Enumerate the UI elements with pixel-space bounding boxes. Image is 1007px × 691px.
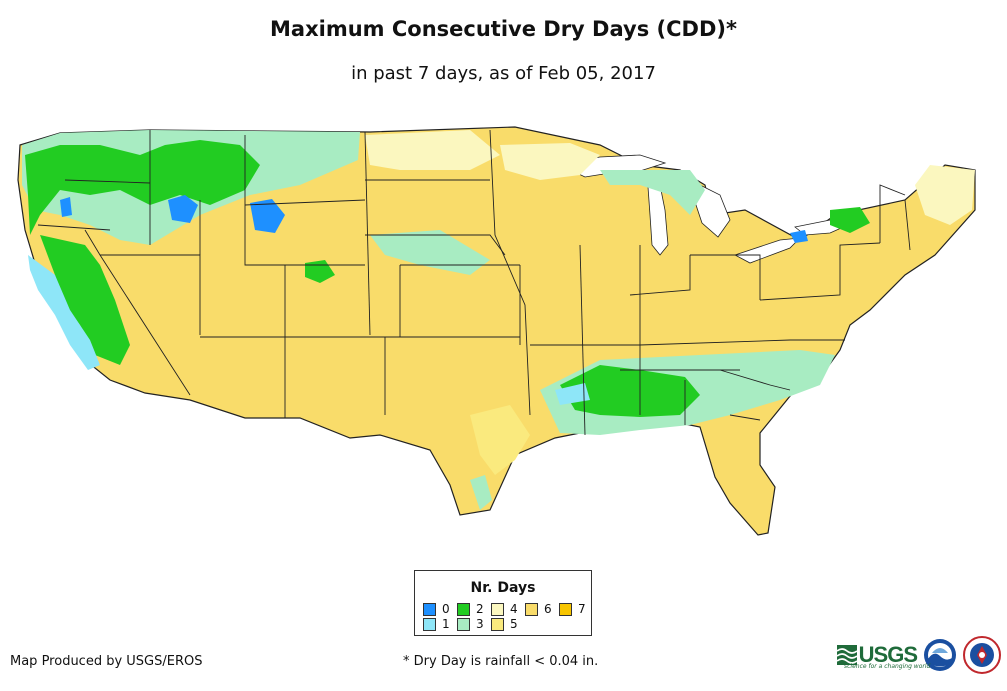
producer-credit: Map Produced by USGS/EROS [10, 654, 203, 669]
legend-item-3: 3 [457, 617, 484, 631]
map-subtitle: in past 7 days, as of Feb 05, 2017 [351, 63, 656, 84]
legend-label: 2 [476, 602, 484, 616]
legend-label: 5 [510, 617, 518, 631]
usgs-wave-icon [836, 645, 857, 665]
legend-swatch [423, 602, 436, 616]
legend-label: 1 [442, 617, 450, 631]
zone-mn-4days [500, 143, 600, 180]
map-title: Maximum Consecutive Dry Days (CDD)* [270, 17, 737, 41]
legend-label: 3 [476, 617, 484, 631]
legend-label: 0 [442, 602, 450, 616]
legend-label: 4 [510, 602, 518, 616]
dry-day-zones [22, 130, 975, 510]
zone-ne-3days [370, 230, 490, 275]
usgs-text: USGS [858, 642, 918, 667]
legend-label: 7 [578, 602, 586, 616]
zone-ny-2days [830, 207, 870, 233]
legend-swatch [423, 617, 436, 631]
zone-mi-3days [600, 170, 705, 215]
zone-se-2days [560, 365, 700, 417]
legend-item-7: 7 [559, 602, 586, 616]
legend-swatch [525, 602, 538, 616]
zone-wa-0days [60, 197, 72, 217]
zone-id-0days-a [168, 195, 198, 223]
zone-se-1day [555, 383, 590, 405]
zone-nd-4days [365, 130, 500, 170]
zone-tx-5days [470, 405, 530, 475]
legend-title: Nr. Days [470, 580, 536, 596]
nws-logo-icon [963, 636, 1001, 674]
legend-label: 6 [544, 602, 552, 616]
logo-group: USGS [836, 636, 1001, 674]
legend-swatch [559, 602, 572, 616]
legend: Nr. Days 0 1 2 3 4 5 6 7 [414, 570, 592, 636]
zone-tx-3days [470, 475, 492, 510]
zone-nw-2days [25, 140, 260, 235]
legend-swatch [491, 617, 504, 631]
legend-item-0: 0 [423, 602, 450, 616]
dry-day-footnote: * Dry Day is rainfall < 0.04 in. [403, 654, 599, 669]
legend-swatch [491, 602, 504, 616]
legend-swatch [457, 617, 470, 631]
zone-ca-2days [40, 235, 130, 365]
legend-item-2: 2 [457, 602, 484, 616]
legend-item-4: 4 [491, 602, 518, 616]
legend-swatch [457, 602, 470, 616]
state-borders [37, 129, 911, 436]
zone-ny-0days [790, 230, 808, 243]
us-dry-days-map [17, 126, 976, 536]
zone-wy-2days [305, 260, 335, 283]
zone-wy-0days [250, 199, 285, 233]
legend-item-6: 6 [525, 602, 552, 616]
usgs-logo: USGS [836, 642, 918, 668]
zone-ne-4days [915, 165, 975, 225]
noaa-logo-icon [924, 639, 956, 671]
legend-item-5: 5 [491, 617, 518, 631]
usgs-tagline: science for a changing world [844, 663, 931, 670]
legend-item-1: 1 [423, 617, 450, 631]
zone-ca-1day [28, 255, 100, 370]
